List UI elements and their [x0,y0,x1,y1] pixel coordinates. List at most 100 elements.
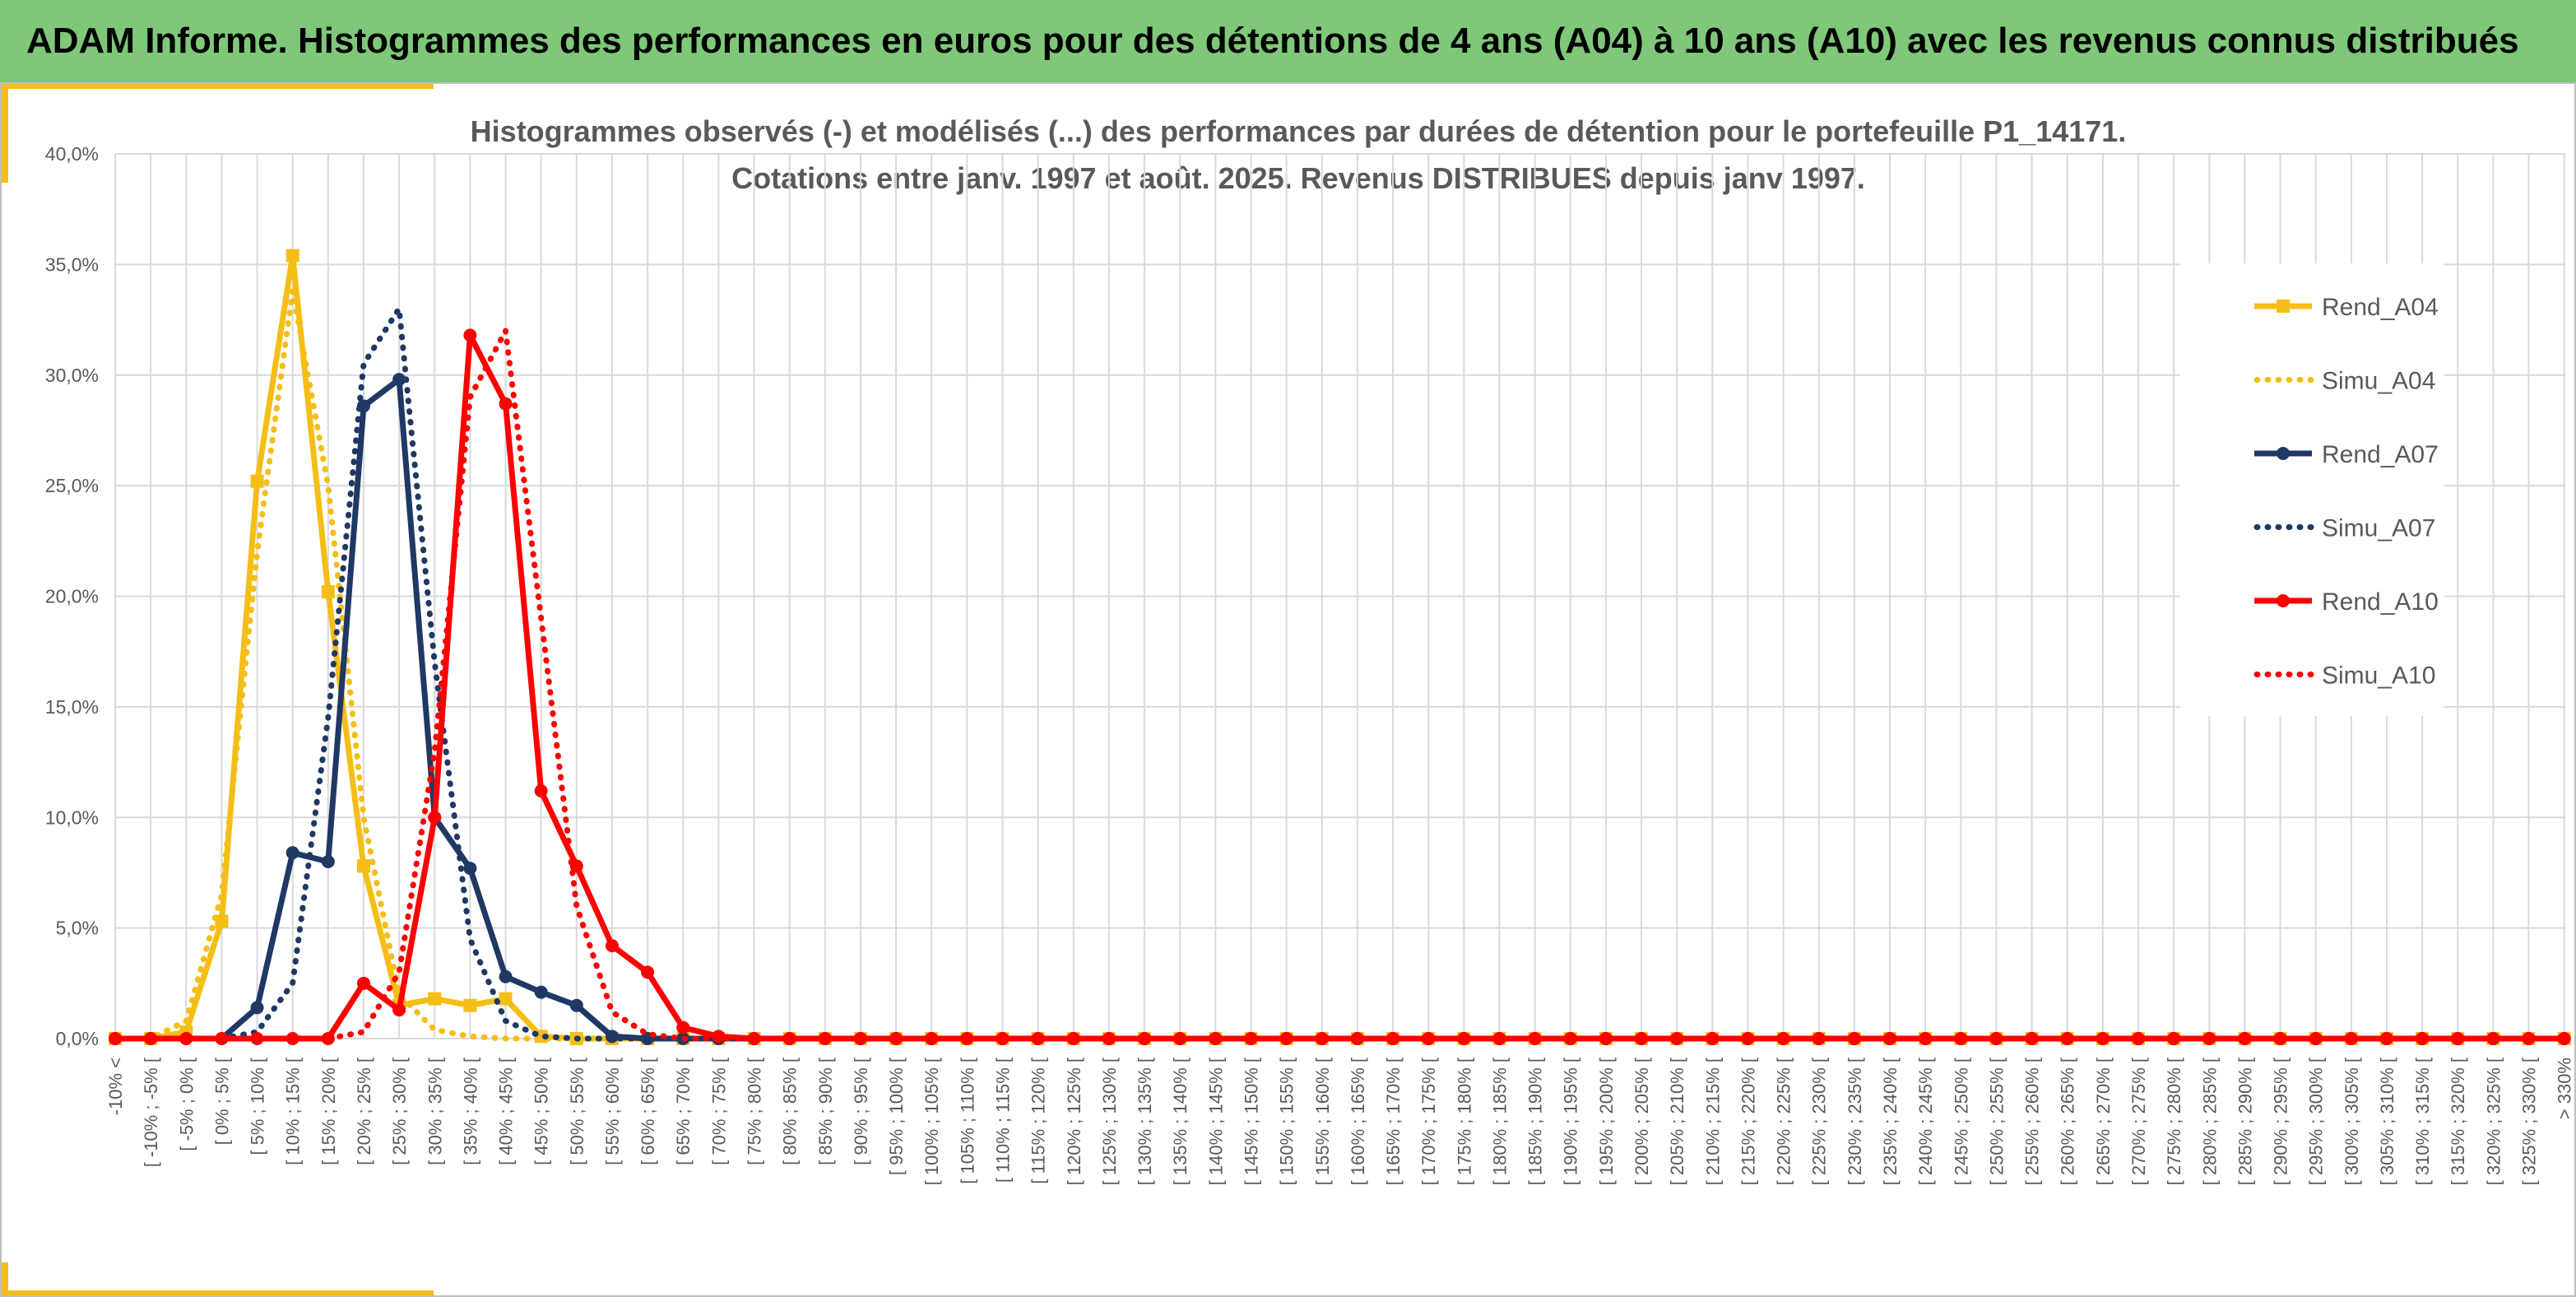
legend-background [2180,263,2444,716]
accent-bottom-left-bar [2,1262,8,1295]
legend-marker-Rend_A10 [2277,594,2290,607]
x-tick-label: [ 100% ; 105% [ [921,1058,942,1185]
data-point-Rend_A10 [2096,1032,2110,1045]
data-point-Rend_A10 [1635,1032,1649,1045]
x-tick-label: [ 315% ; 320% [ [2448,1058,2468,1185]
x-tick-label: [ -10% ; -5% [ [141,1058,161,1167]
x-tick-label: [ 245% ; 250% [ [1951,1058,1971,1185]
x-tick-label: [ 145% ; 150% [ [1241,1058,1261,1185]
data-point-Rend_A07 [569,998,583,1012]
data-point-Rend_A10 [853,1032,867,1045]
x-tick-label: [ -5% ; 0% [ [176,1058,197,1151]
x-tick-label: [ 200% ; 205% [ [1631,1058,1652,1185]
x-tick-label: [ 105% ; 110% [ [957,1058,977,1184]
x-tick-label: [ 305% ; 310% [ [2377,1058,2397,1185]
x-tick-label: [ 85% ; 90% [ [815,1058,836,1165]
x-tick-label: [ 250% ; 255% [ [1986,1058,2007,1185]
y-tick-label: 40,0% [45,143,99,165]
x-tick-label: [ 225% ; 230% [ [1809,1058,1830,1185]
header-bar: ADAM Informe. Histogrammes des performan… [0,0,2576,82]
x-tick-label: [ 120% ; 125% [ [1064,1058,1084,1185]
chart-title-line-2: Cotations entre janv. 1997 et août. 2025… [731,161,1865,195]
data-point-Rend_A10 [1209,1032,1223,1045]
chart-frame [0,82,2576,1297]
x-tick-label: [ 195% ; 200% [ [1596,1058,1617,1185]
x-tick-label: [ 270% ; 275% [ [2128,1058,2149,1185]
x-tick-label: [ 170% ; 175% [ [1418,1058,1439,1185]
data-point-Rend_A10 [428,811,442,825]
data-point-Rend_A04 [428,992,442,1006]
x-tick-label: [ 20% ; 25% [ [354,1058,374,1165]
data-point-Rend_A04 [285,249,299,263]
data-point-Rend_A10 [1066,1032,1080,1045]
data-point-Rend_A07 [392,373,406,387]
legend-label-Simu_A04: Simu_A04 [2322,368,2435,395]
x-tick-label: [ 65% ; 70% [ [673,1058,694,1165]
y-tick-label: 25,0% [45,475,99,496]
data-point-Rend_A10 [392,1003,406,1017]
x-tick-label: [ 130% ; 135% [ [1135,1058,1155,1185]
x-tick-label: [ 215% ; 220% [ [1738,1058,1758,1185]
y-axis-ticks: 0,0% 5,0% 10,0% 15,0% 20,0% 25,0% 30,0% 35,0% 40… [45,143,99,1049]
data-point-Rend_A04 [321,585,335,599]
x-tick-label: -10% < [105,1058,126,1115]
x-tick-label: [ 220% ; 225% [ [1774,1058,1794,1185]
x-tick-label: [ 175% ; 180% [ [1454,1058,1474,1185]
x-tick-label: [ 80% ; 85% [ [780,1058,801,1165]
data-point-Rend_A04 [463,998,477,1012]
x-tick-label: [ 290% ; 295% [ [2271,1058,2291,1185]
x-tick-label: [ 15% ; 20% [ [318,1058,339,1165]
legend-label-Simu_A07: Simu_A07 [2322,515,2435,542]
data-point-Rend_A10 [534,784,548,797]
data-point-Rend_A10 [1422,1032,1436,1045]
y-tick-label: 15,0% [45,696,99,718]
x-tick-label: [ 115% ; 120% [ [1028,1058,1049,1184]
series [109,249,2571,1045]
data-point-Rend_A04 [499,992,513,1006]
data-point-Rend_A07 [499,969,513,983]
x-tick-label: [ 285% ; 290% [ [2235,1058,2255,1185]
x-tick-label: [ 320% ; 325% [ [2483,1058,2504,1185]
x-tick-label: [ 325% ; 330% [ [2519,1058,2540,1185]
data-point-Rend_A10 [1741,1032,1755,1045]
data-point-Rend_A10 [356,976,370,990]
data-point-Rend_A10 [676,1020,690,1034]
data-point-Rend_A10 [605,939,619,953]
x-tick-label: [ 70% ; 75% [ [708,1058,729,1165]
legend-label-Simu_A10: Simu_A10 [2322,662,2435,690]
data-point-Rend_A04 [250,474,264,488]
x-tick-label: > 330% [2555,1058,2575,1119]
x-tick-label: [ 75% ; 80% [ [745,1058,765,1165]
y-tick-label: 20,0% [45,586,99,607]
data-point-Rend_A10 [2557,1032,2571,1045]
page-title: ADAM Informe. Histogrammes des performan… [26,21,2519,61]
chart-title-line-1: Histogrammes observés (-) et modélisés (… [471,114,2127,148]
x-tick-label: [ 160% ; 165% [ [1348,1058,1368,1185]
data-point-Rend_A10 [1102,1032,1116,1045]
data-point-Rend_A10 [1883,1032,1896,1045]
data-point-Rend_A10 [285,1032,299,1045]
data-point-Rend_A07 [321,855,335,868]
data-point-Rend_A10 [641,965,655,979]
data-point-Rend_A10 [463,328,477,342]
x-tick-label: [ 210% ; 215% [ [1702,1058,1723,1185]
data-point-Rend_A10 [2522,1032,2536,1045]
legend: Rend_A04 Simu_A04 Rend_A07 Simu_A07 Rend_A10… [2180,263,2444,716]
x-tick-label: [ 110% ; 115% [ [993,1058,1014,1183]
x-tick-label: [ 135% ; 140% [ [1170,1058,1191,1185]
x-tick-label: [ 50% ; 55% [ [567,1058,587,1165]
x-tick-label: [ 205% ; 210% [ [1667,1058,1687,1185]
x-tick-label: [ 230% ; 235% [ [1845,1058,1865,1185]
y-tick-label: 10,0% [45,807,99,828]
legend-label-Rend_A07: Rend_A07 [2322,441,2439,468]
y-tick-label: 5,0% [56,918,99,939]
legend-marker-Rend_A07 [2277,447,2290,460]
x-tick-label: [ 280% ; 285% [ [2199,1058,2220,1185]
data-point-Rend_A10 [499,397,513,411]
data-point-Rend_A10 [1528,1032,1542,1045]
data-point-Rend_A10 [1989,1032,2003,1045]
series-line-Simu_A10 [112,328,2568,1042]
x-tick-label: [ 5% ; 10% [ [248,1058,268,1155]
x-tick-label: [ 140% ; 145% [ [1205,1058,1226,1185]
